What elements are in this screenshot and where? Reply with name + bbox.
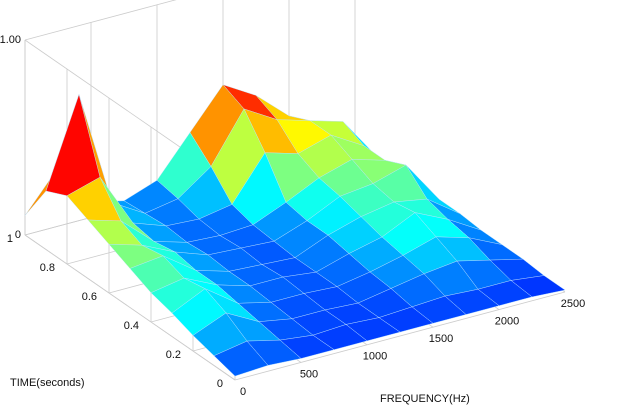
y-tick-label: 0.8 xyxy=(40,262,55,274)
x-tick-label: 0 xyxy=(240,386,246,398)
y-tick-label: 0.6 xyxy=(82,291,97,303)
x-tick-label: 1000 xyxy=(363,351,387,363)
y-axis-label: TIME(seconds) xyxy=(10,377,85,389)
x-tick-label: 2000 xyxy=(495,316,519,328)
surface-cell xyxy=(213,340,269,377)
surface-cell xyxy=(45,93,101,196)
z-tick-label: 0 xyxy=(15,229,21,241)
x-axis-label: FREQUENCY(Hz) xyxy=(380,393,470,405)
z-tick-label: 1.00 xyxy=(0,34,21,46)
x-tick-label: 1500 xyxy=(429,333,453,345)
x-tick-label: 500 xyxy=(300,368,318,380)
x-tick-label: 2500 xyxy=(561,298,585,310)
grid-line xyxy=(24,0,177,41)
y-tick-label: 0.4 xyxy=(124,320,139,332)
grid-line xyxy=(24,234,236,381)
grid-line xyxy=(234,291,566,381)
y-tick-label: 0.2 xyxy=(166,349,181,361)
y-tick-label: 1 xyxy=(7,233,13,245)
y-tick-label: 0 xyxy=(217,378,223,390)
